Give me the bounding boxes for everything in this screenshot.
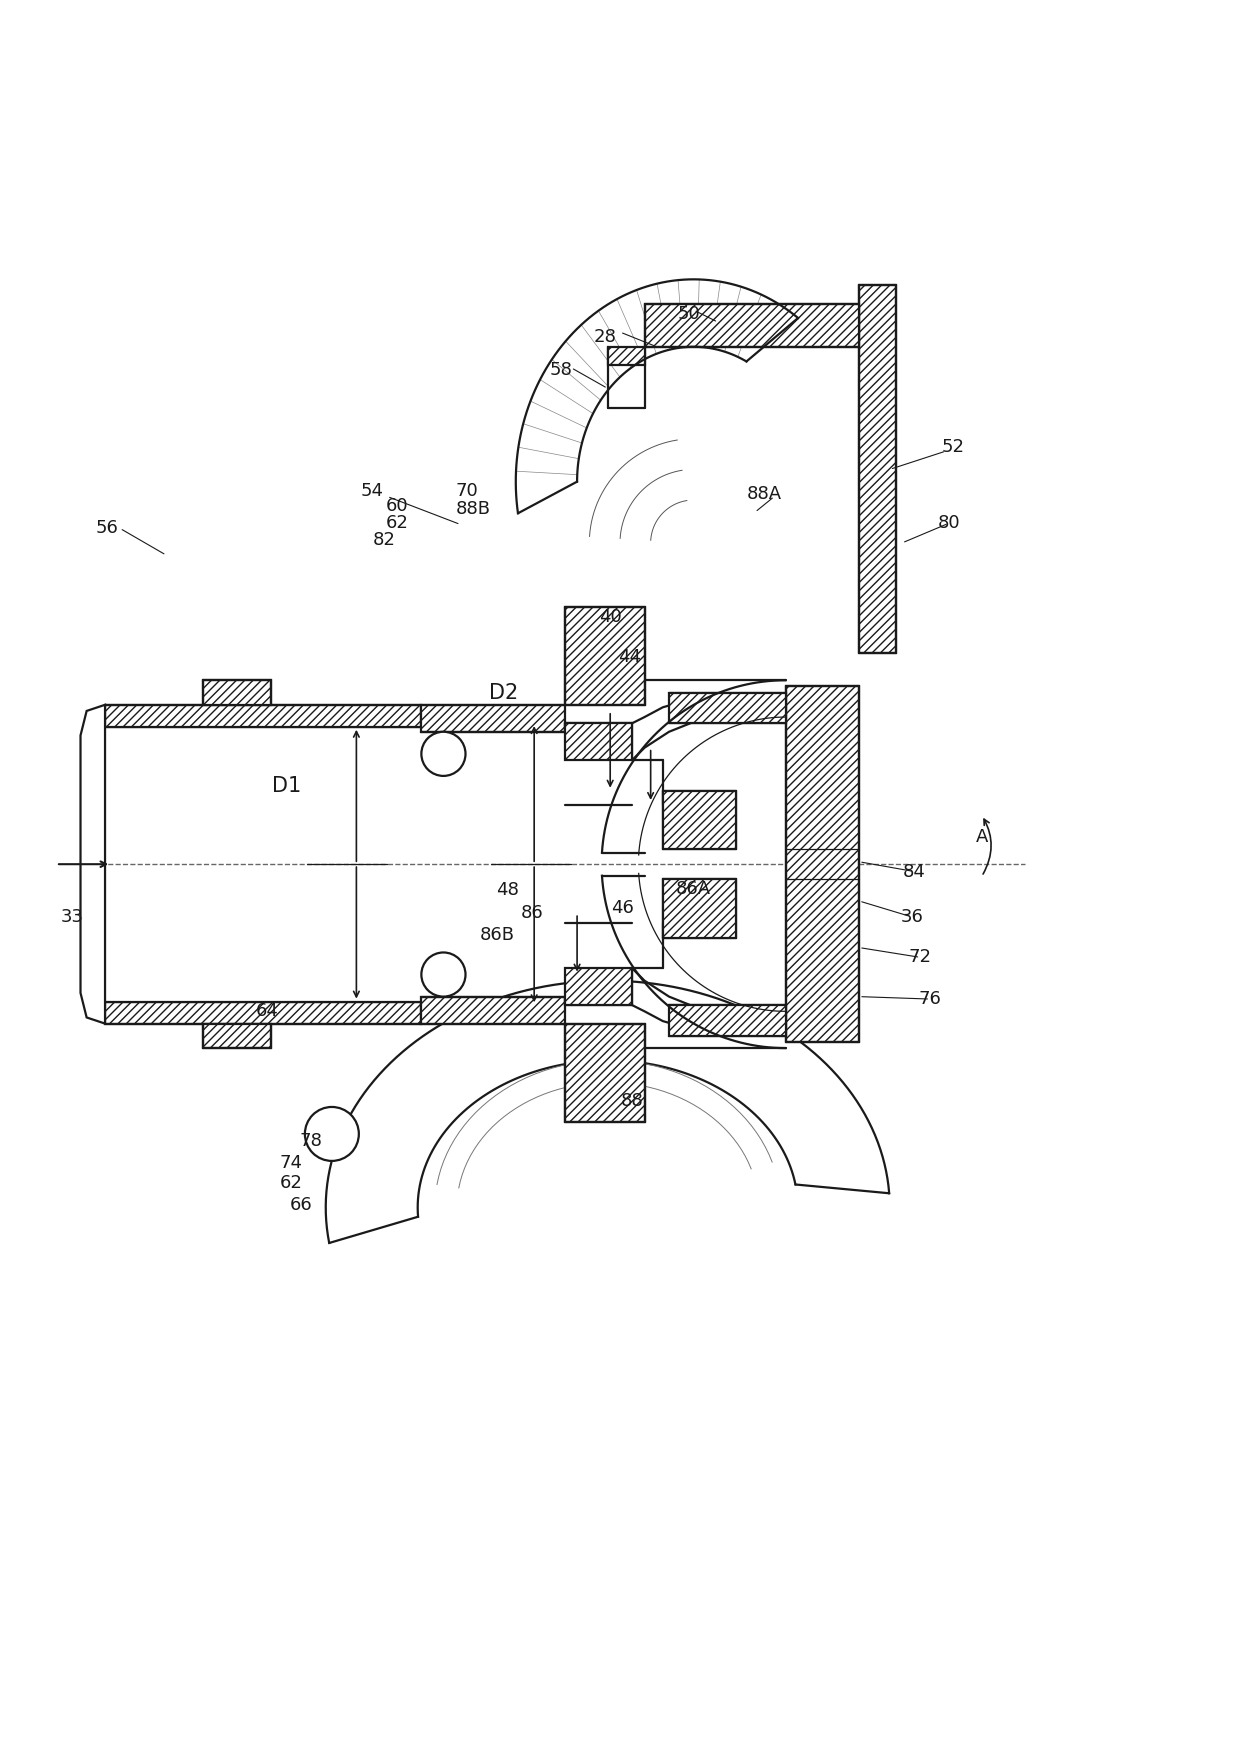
Text: 60: 60 xyxy=(386,496,408,516)
Text: 86A: 86A xyxy=(676,879,711,898)
Circle shape xyxy=(422,953,465,996)
Bar xyxy=(565,968,632,1005)
Bar xyxy=(670,1005,785,1037)
Text: A: A xyxy=(976,829,988,846)
Bar xyxy=(203,1024,270,1049)
Text: 58: 58 xyxy=(549,362,573,379)
Text: 78: 78 xyxy=(300,1133,322,1150)
Text: 88A: 88A xyxy=(748,484,782,503)
Text: 62: 62 xyxy=(386,514,408,533)
Text: 48: 48 xyxy=(496,881,518,898)
Text: 52: 52 xyxy=(942,439,965,456)
Circle shape xyxy=(305,1106,358,1161)
Text: 84: 84 xyxy=(903,862,926,881)
Bar xyxy=(105,704,422,727)
Text: 72: 72 xyxy=(909,949,932,967)
Bar xyxy=(663,879,737,937)
Text: 50: 50 xyxy=(677,304,701,323)
Text: D1: D1 xyxy=(272,776,301,795)
Text: D2: D2 xyxy=(489,682,518,703)
Bar xyxy=(663,790,737,850)
Text: 54: 54 xyxy=(361,482,384,500)
Text: 40: 40 xyxy=(599,608,621,626)
Bar xyxy=(859,285,895,654)
Text: 36: 36 xyxy=(900,907,924,926)
Bar xyxy=(670,692,785,724)
Text: 64: 64 xyxy=(255,1002,278,1021)
Bar xyxy=(608,346,645,365)
Text: 33: 33 xyxy=(61,907,83,926)
Text: 56: 56 xyxy=(95,519,119,537)
Text: 86: 86 xyxy=(521,904,543,923)
Text: 70: 70 xyxy=(455,482,479,500)
Text: 74: 74 xyxy=(280,1154,303,1173)
Text: 44: 44 xyxy=(619,649,641,666)
Bar xyxy=(565,607,645,704)
Text: 86B: 86B xyxy=(480,926,515,944)
Text: 88: 88 xyxy=(621,1092,644,1110)
Text: 66: 66 xyxy=(290,1196,312,1215)
Bar xyxy=(203,680,270,704)
Bar xyxy=(565,1024,645,1122)
Text: 46: 46 xyxy=(611,898,634,918)
Text: 28: 28 xyxy=(594,329,616,346)
Text: 76: 76 xyxy=(919,989,941,1009)
Bar xyxy=(422,996,565,1024)
Text: 80: 80 xyxy=(937,514,960,533)
Bar xyxy=(785,687,859,1042)
Text: 88B: 88B xyxy=(455,500,490,517)
Bar xyxy=(422,704,565,732)
Bar xyxy=(105,1002,422,1024)
Bar xyxy=(565,724,632,760)
Bar xyxy=(645,304,859,346)
Text: 82: 82 xyxy=(373,531,396,549)
Text: 62: 62 xyxy=(280,1175,303,1192)
Polygon shape xyxy=(81,704,105,1024)
Circle shape xyxy=(422,732,465,776)
